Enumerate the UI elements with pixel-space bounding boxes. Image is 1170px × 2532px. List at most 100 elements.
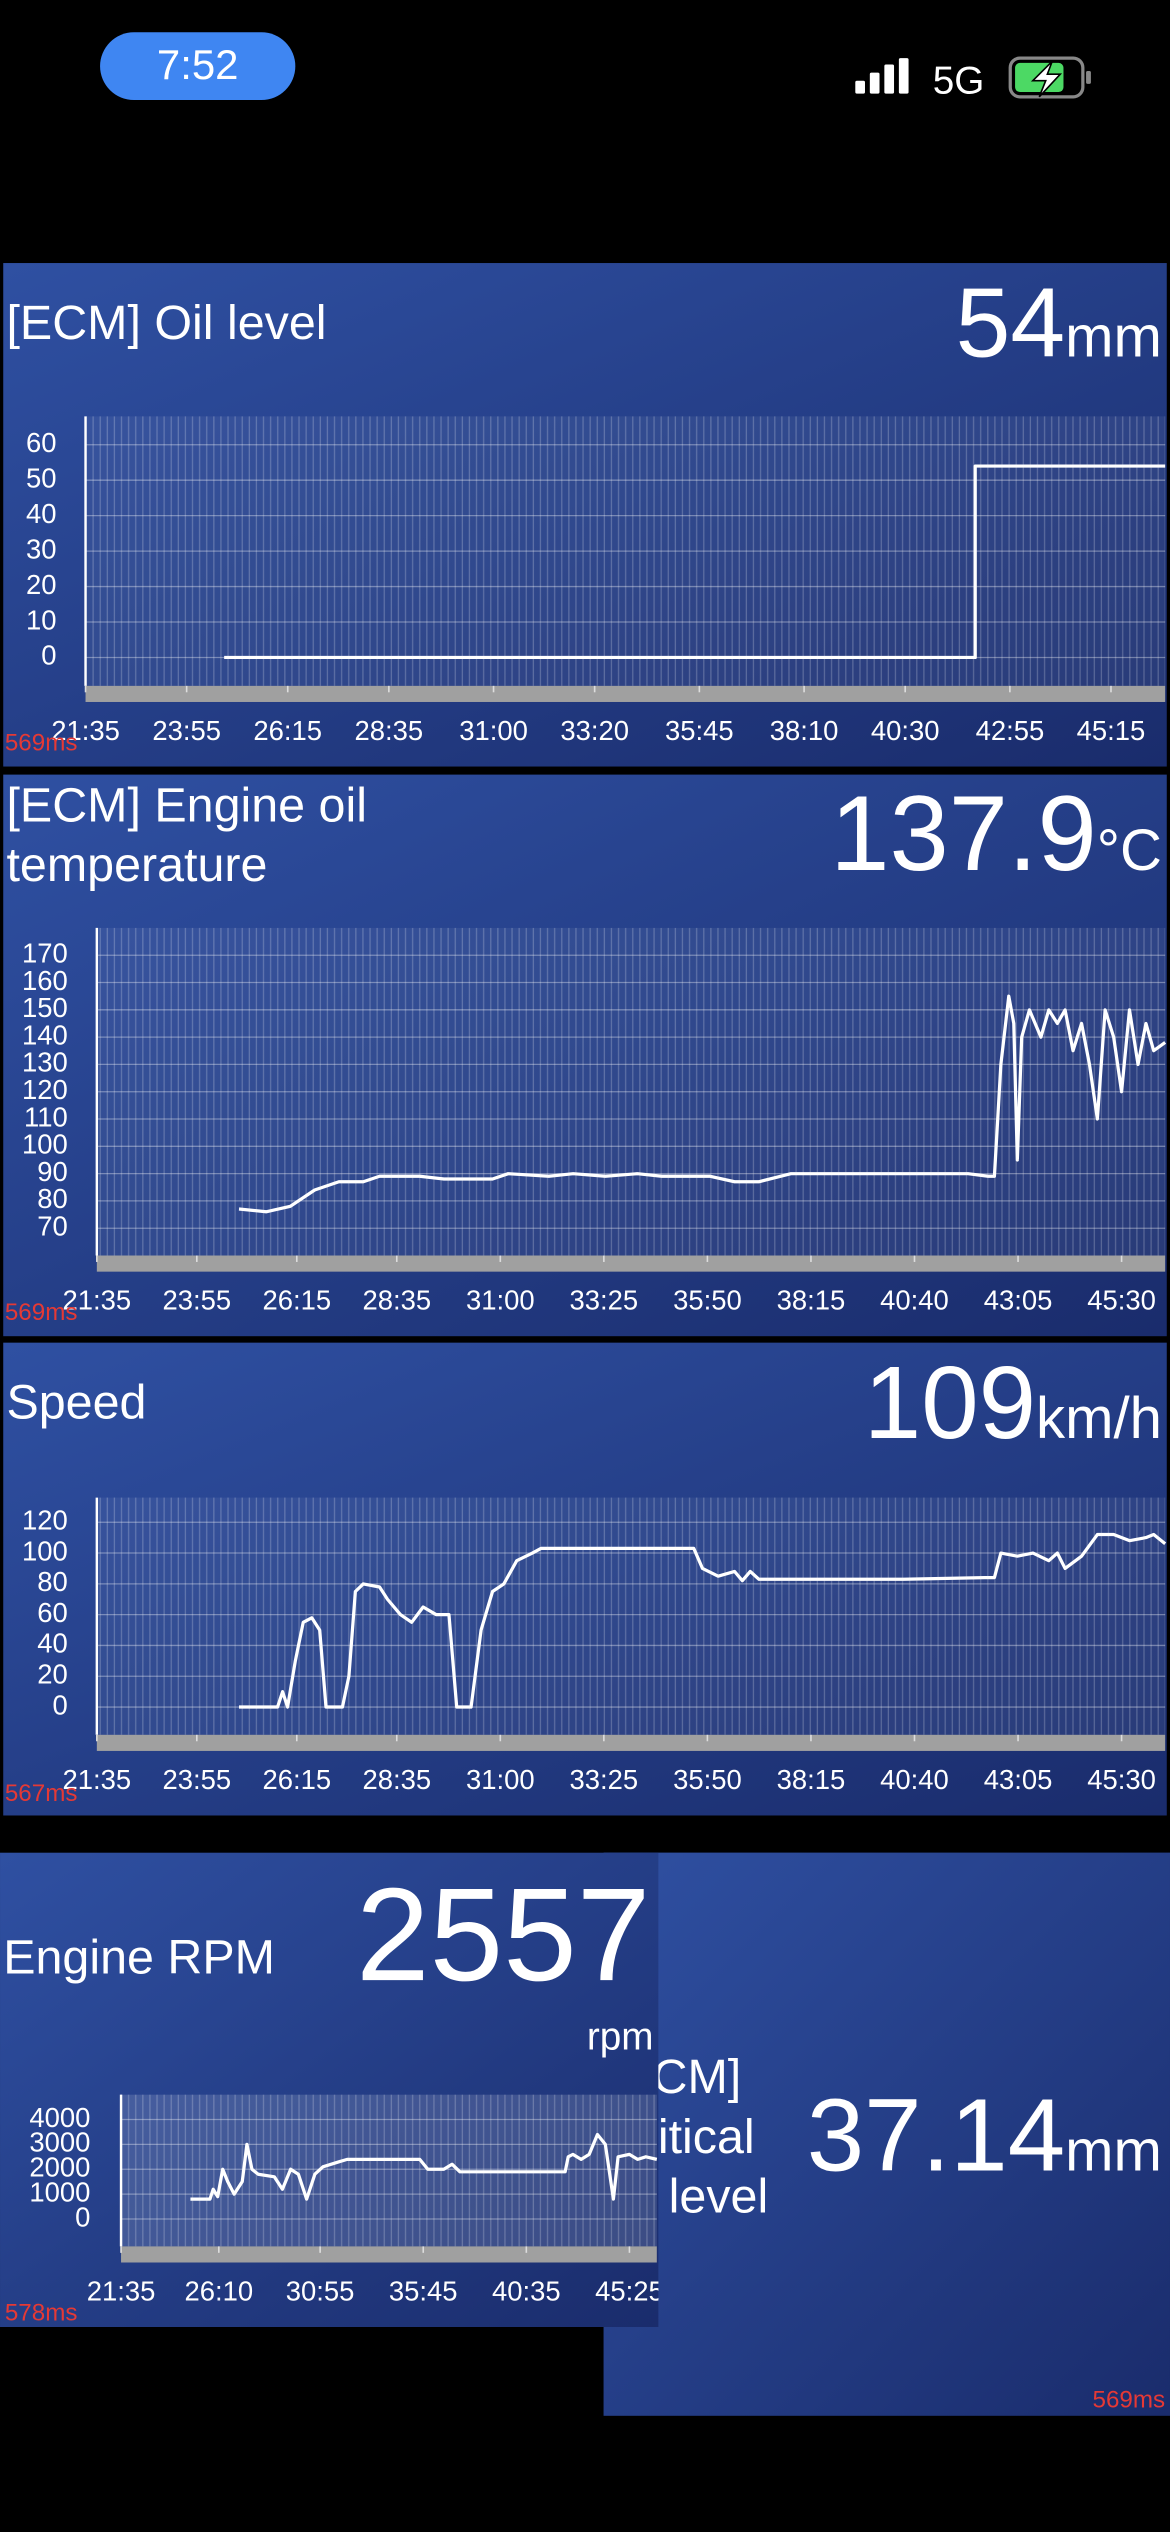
y-tick-label: 80 <box>37 1566 68 1597</box>
y-tick-label: 40 <box>26 498 57 529</box>
x-tick-label: 40:35 <box>492 2275 561 2306</box>
y-tick-label: 100 <box>22 1129 68 1160</box>
y-tick-label: 130 <box>22 1047 68 1078</box>
signal-icon <box>855 58 909 94</box>
y-tick-label: 80 <box>37 1183 68 1214</box>
x-tick-label: 40:30 <box>871 715 940 746</box>
current-value: 2557 <box>356 1861 650 2009</box>
latency: 569ms <box>1093 2387 1166 2414</box>
y-tick-label: 20 <box>37 1659 68 1690</box>
x-tick-label: 21:35 <box>63 1285 132 1316</box>
y-tick-label: 150 <box>22 992 68 1023</box>
x-tick-label: 33:20 <box>560 715 629 746</box>
unit: mm <box>1065 305 1162 370</box>
panel[interactable] <box>603 1852 1170 2416</box>
y-tick-label: 100 <box>22 1535 68 1566</box>
x-tick-label: 28:35 <box>362 1285 431 1316</box>
value: 109 <box>864 1345 1036 1460</box>
y-tick-label: 1000 <box>29 2176 90 2207</box>
x-tick-label: 21:35 <box>87 2275 156 2306</box>
current-value: 54mm <box>956 268 1162 378</box>
x-tick-label: 45:25 <box>595 2275 664 2306</box>
x-tick-label: 28:35 <box>362 1764 431 1795</box>
y-tick-label: 170 <box>22 937 68 968</box>
x-tick-label: 31:00 <box>466 1764 535 1795</box>
panel-title: Speed <box>6 1376 146 1430</box>
x-tick-label: 35:45 <box>665 715 734 746</box>
x-tick-label: 33:25 <box>570 1285 639 1316</box>
current-value: 137.9°C <box>830 774 1162 893</box>
x-tick-label: 21:35 <box>51 715 120 746</box>
x-tick-label: 43:05 <box>984 1285 1053 1316</box>
x-tick-label: 30:55 <box>286 2275 355 2306</box>
unit: rpm <box>587 2015 654 2058</box>
y-tick-label: 60 <box>26 427 57 458</box>
value: 54 <box>956 268 1065 378</box>
panel-title: [ECM] Oil level <box>6 296 326 350</box>
unit: mm <box>1065 2119 1162 2184</box>
y-tick-label: 3000 <box>29 2127 90 2158</box>
x-tick-label: 35:50 <box>673 1285 742 1316</box>
data-line <box>239 1532 1167 1709</box>
y-tick-label: 10 <box>26 604 57 635</box>
chart-panel: [ECM] Oil level 54mm 0 10 20 30 40 50 60 21:35 23:… <box>3 263 1167 767</box>
y-tick-label: 160 <box>22 965 68 996</box>
x-tick-label: 45:30 <box>1087 1764 1156 1795</box>
x-tick-label: 38:10 <box>770 715 839 746</box>
x-tick-label: 38:15 <box>777 1285 846 1316</box>
y-tick-label: 0 <box>75 2201 90 2232</box>
y-tick-label: 60 <box>37 1597 68 1628</box>
y-tick-label: 50 <box>26 462 57 493</box>
y-tick-label: 4000 <box>29 2102 90 2133</box>
data-line <box>238 994 1167 1214</box>
scroll-bar <box>121 2246 657 2263</box>
y-tick-label: 20 <box>26 569 57 600</box>
y-tick-label: 0 <box>53 1689 68 1720</box>
current-value: 109km/h <box>864 1345 1162 1460</box>
x-tick-label: 45:15 <box>1077 715 1146 746</box>
latency: 569ms <box>5 1299 78 1326</box>
y-tick-label: 140 <box>22 1019 68 1050</box>
latency: 567ms <box>5 1780 78 1807</box>
y-tick-label: 0 <box>41 640 56 671</box>
y-tick-label: 2000 <box>29 2152 90 2183</box>
x-tick-label: 35:45 <box>389 2275 458 2306</box>
x-tick-label: 43:05 <box>984 1764 1053 1795</box>
time: 7:52 <box>157 41 239 88</box>
scroll-bar <box>96 1734 1166 1751</box>
x-tick-label: 31:00 <box>459 715 528 746</box>
x-tick-label: 23:55 <box>152 715 221 746</box>
battery-icon <box>1008 56 1091 99</box>
plot-grid-pattern <box>96 1497 1166 1735</box>
x-tick-label: 40:40 <box>880 1764 949 1795</box>
x-tick-label: 26:15 <box>262 1764 331 1795</box>
unit: °C <box>1097 818 1162 883</box>
status-bar: 7:52 5G <box>100 32 1091 103</box>
x-tick-label: 23:55 <box>162 1285 231 1316</box>
panel-title: [ECM] Engine oil <box>6 778 367 832</box>
y-tick-label: 90 <box>37 1156 68 1187</box>
x-tick-label: 28:35 <box>355 715 424 746</box>
latency: 569ms <box>5 729 78 756</box>
value: 37.14 <box>807 2078 1065 2193</box>
plot-grid-pattern <box>96 927 1166 1256</box>
y-tick-label: 120 <box>22 1074 68 1105</box>
current-value: 37.14mm <box>807 2078 1162 2193</box>
value: 137.9 <box>830 774 1097 893</box>
y-tick-label: 70 <box>37 1210 68 1241</box>
x-tick-label: 42:55 <box>976 715 1045 746</box>
plot-grid-pattern <box>85 416 1166 686</box>
y-tick-label: 30 <box>26 533 57 564</box>
latency: 578ms <box>5 2300 78 2327</box>
data-line <box>190 2132 658 2201</box>
time-pill[interactable] <box>100 32 296 101</box>
x-tick-label: 38:15 <box>777 1764 846 1795</box>
y-tick-label: 110 <box>24 1101 68 1132</box>
scroll-bar <box>85 685 1166 702</box>
unit: km/h <box>1036 1386 1162 1451</box>
x-tick-label: 40:40 <box>880 1285 949 1316</box>
